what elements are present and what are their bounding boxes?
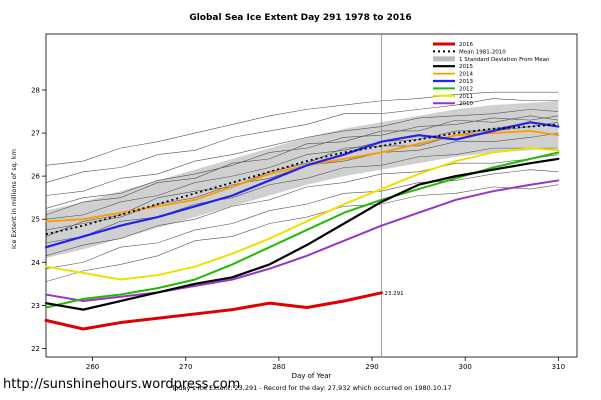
site-url[interactable]: http://sunshinehours.wordpress.com (3, 377, 241, 392)
svg-text:26: 26 (31, 173, 40, 181)
svg-text:260: 260 (86, 363, 99, 371)
svg-text:2016: 2016 (459, 42, 473, 48)
svg-text:2011: 2011 (459, 94, 473, 100)
svg-text:270: 270 (179, 363, 192, 371)
svg-text:25: 25 (31, 216, 40, 224)
svg-text:300: 300 (459, 363, 472, 371)
svg-text:Mean 1981-2010: Mean 1981-2010 (459, 49, 506, 55)
svg-text:2010: 2010 (459, 101, 473, 107)
svg-text:310: 310 (552, 363, 565, 371)
svg-text:22: 22 (31, 345, 40, 353)
x-axis-label: Day of Year (291, 372, 332, 380)
svg-text:27: 27 (31, 130, 40, 138)
svg-text:2013: 2013 (459, 79, 473, 85)
svg-text:280: 280 (272, 363, 285, 371)
svg-text:2012: 2012 (459, 86, 473, 92)
chart-title: Global Sea Ice Extent Day 291 1978 to 20… (189, 13, 412, 23)
svg-text:1 Standard Deviation From Mean: 1 Standard Deviation From Mean (459, 57, 550, 63)
svg-text:24: 24 (31, 259, 40, 267)
svg-text:28: 28 (31, 86, 40, 94)
svg-text:290: 290 (365, 363, 378, 371)
svg-text:23.291: 23.291 (384, 291, 403, 297)
svg-text:23: 23 (31, 302, 40, 310)
footer-caption: Today's Ice Extent: 23,291 - Record for … (171, 384, 452, 392)
svg-text:2014: 2014 (459, 72, 473, 78)
svg-text:2015: 2015 (459, 64, 473, 70)
